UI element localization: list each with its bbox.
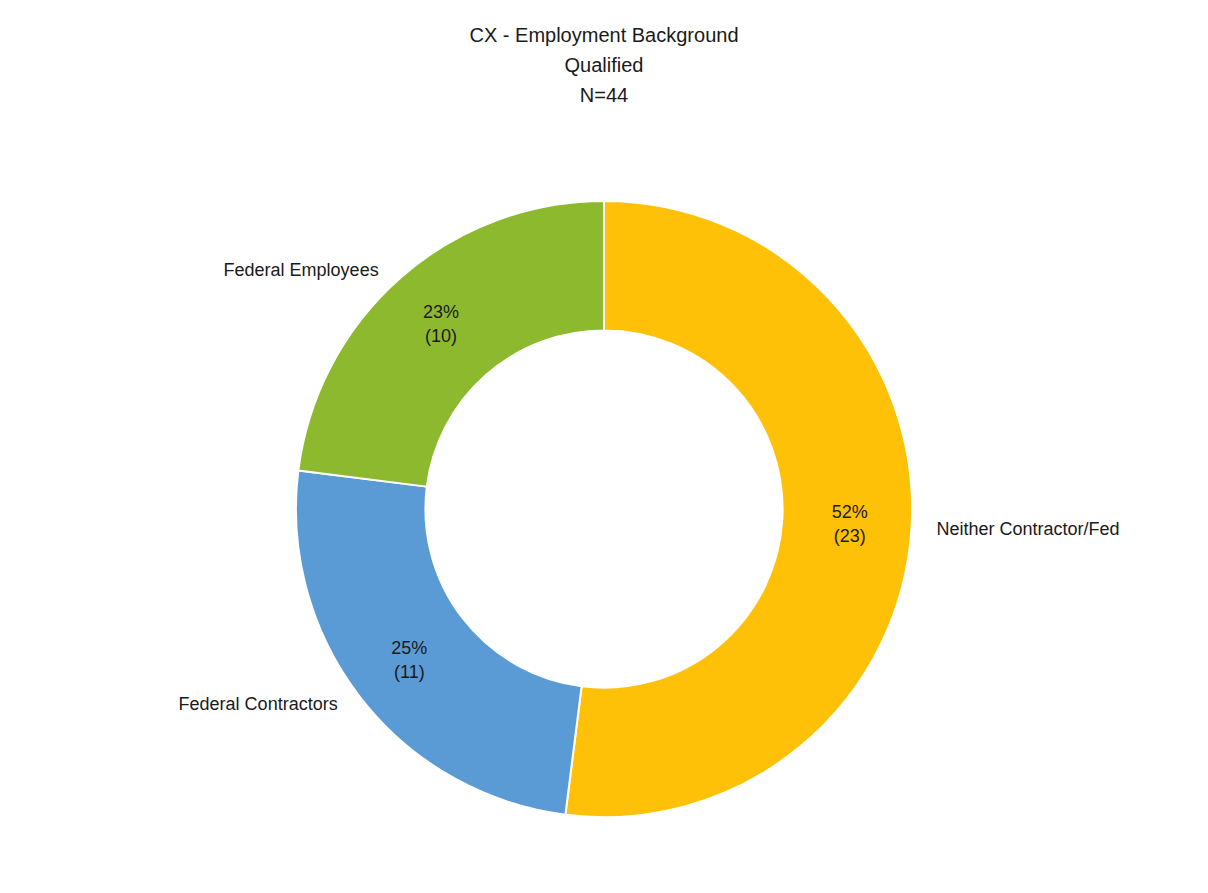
svg-text:(11): (11) (394, 662, 425, 682)
svg-text:(23): (23) (834, 526, 866, 546)
svg-text:CX - Employment Background: CX - Employment Background (469, 24, 738, 46)
svg-text:(10): (10) (425, 326, 457, 346)
svg-text:Neither Contractor/Fed: Neither Contractor/Fed (936, 519, 1119, 539)
svg-text:Federal Employees: Federal Employees (224, 260, 379, 280)
svg-text:Federal Contractors: Federal Contractors (179, 694, 338, 714)
svg-text:52%: 52% (832, 502, 868, 522)
svg-text:25%: 25% (391, 638, 427, 658)
svg-text:23%: 23% (423, 302, 459, 322)
svg-text:N=44: N=44 (580, 84, 628, 106)
svg-text:Qualified: Qualified (565, 54, 644, 76)
